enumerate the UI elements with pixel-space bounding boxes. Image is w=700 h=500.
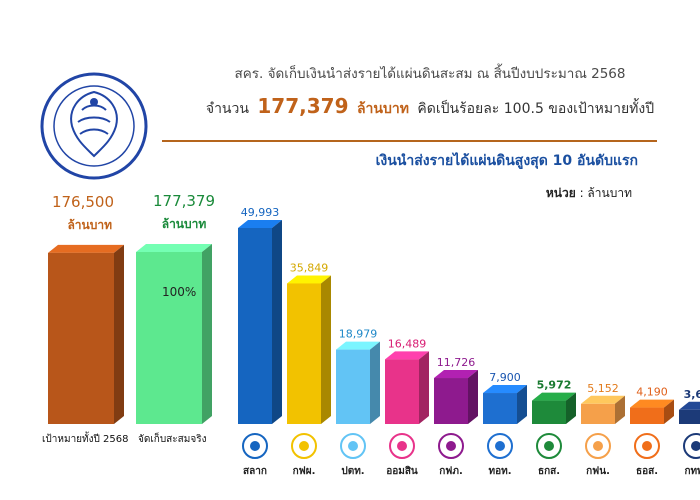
summary-unit-label-2: ล้านบาท bbox=[162, 217, 207, 231]
top10-category-label-6: ทอท. bbox=[489, 466, 512, 477]
exat-logo-icon bbox=[683, 433, 700, 459]
top10-bar-10 bbox=[679, 401, 700, 424]
top10-category-label-4: ออมสิน bbox=[386, 465, 418, 477]
top10-category-label-8: กฟน. bbox=[586, 465, 610, 477]
summary-value-label-1: 176,500 bbox=[52, 193, 114, 211]
chart-title-total: จำนวน 177,379 ล้านบาท คิดเป็นร้อยละ 100.… bbox=[160, 94, 700, 120]
summary-bar-1 bbox=[48, 244, 124, 424]
top10-category-label-2: กฟผ. bbox=[293, 465, 316, 477]
top10-bar-5 bbox=[434, 370, 478, 424]
top10-value-label-9: 4,190 bbox=[636, 386, 668, 399]
top10-category-label-5: กฟภ. bbox=[439, 465, 463, 477]
top10-value-label-2: 35,849 bbox=[290, 261, 329, 274]
top10-value-label-10: 3,631 bbox=[684, 388, 700, 401]
top10-bar-9 bbox=[630, 399, 674, 424]
summary-bar-2 bbox=[136, 244, 212, 424]
top10-category-label-10: กทพ. bbox=[684, 466, 700, 477]
summary-unit-label-1: ล้านบาท bbox=[67, 218, 112, 232]
top10-bar-1 bbox=[238, 220, 282, 424]
ghb-logo-icon bbox=[634, 433, 660, 459]
agency-seal-logo bbox=[38, 70, 150, 186]
ptt-logo-icon bbox=[340, 433, 366, 459]
top10-value-label-6: 7,900 bbox=[489, 371, 521, 384]
mea-logo-icon bbox=[585, 433, 611, 459]
top10-category-label-1: สลาก bbox=[243, 466, 267, 477]
total-unit: ล้านบาท bbox=[356, 101, 409, 117]
baac-logo-icon bbox=[536, 433, 562, 459]
top10-value-label-1: 49,993 bbox=[241, 206, 280, 219]
top10-value-label-3: 18,979 bbox=[339, 328, 378, 341]
egat-logo-icon bbox=[291, 433, 317, 459]
summary-category-label-1: เป้าหมายทั้งปี 2568 bbox=[42, 431, 129, 445]
unit-value: : ล้านบาท bbox=[579, 186, 632, 200]
lottery-logo-icon bbox=[242, 433, 268, 459]
unit-note: หน่วย : ล้านบาท bbox=[546, 184, 632, 203]
total-prefix: จำนวน bbox=[205, 101, 249, 117]
aot-logo-icon bbox=[487, 433, 513, 459]
top10-value-label-5: 11,726 bbox=[437, 356, 476, 369]
top10-bar-8 bbox=[581, 395, 625, 424]
total-suffix: คิดเป็นร้อยละ 100.5 ของเป้าหมายทั้งปี bbox=[417, 101, 655, 117]
top10-value-label-7: 5,972 bbox=[537, 379, 572, 392]
top10-value-label-8: 5,152 bbox=[587, 382, 619, 395]
top10-category-label-7: ธกส. bbox=[538, 466, 560, 477]
top10-bar-4 bbox=[385, 351, 429, 424]
chart-title: สคร. จัดเก็บเงินนำส่งรายได้แผ่นดินสะสม ณ… bbox=[234, 66, 626, 82]
top10-bar-2 bbox=[287, 275, 331, 424]
top10-category-label-9: ธอส. bbox=[636, 466, 658, 477]
total-value: 177,379 bbox=[257, 94, 349, 118]
summary-value-label-2: 177,379 bbox=[153, 192, 215, 210]
summary-category-label-2: จัดเก็บสะสมจริง bbox=[138, 431, 207, 445]
unit-label: หน่วย bbox=[545, 186, 576, 200]
gsb-logo-icon bbox=[389, 433, 415, 459]
top10-bar-6 bbox=[483, 385, 527, 424]
title-divider bbox=[162, 140, 657, 142]
top10-value-label-4: 16,489 bbox=[388, 337, 427, 350]
pea-logo-icon bbox=[438, 433, 464, 459]
top10-bar-3 bbox=[336, 341, 380, 424]
summary-inner-label: 100% bbox=[162, 285, 196, 299]
chart-subtitle: เงินนำส่งรายได้แผ่นดินสูงสุด 10 อันดับแร… bbox=[375, 153, 638, 169]
top10-category-label-3: ปตท. bbox=[341, 465, 364, 477]
top10-bar-7 bbox=[532, 392, 576, 424]
